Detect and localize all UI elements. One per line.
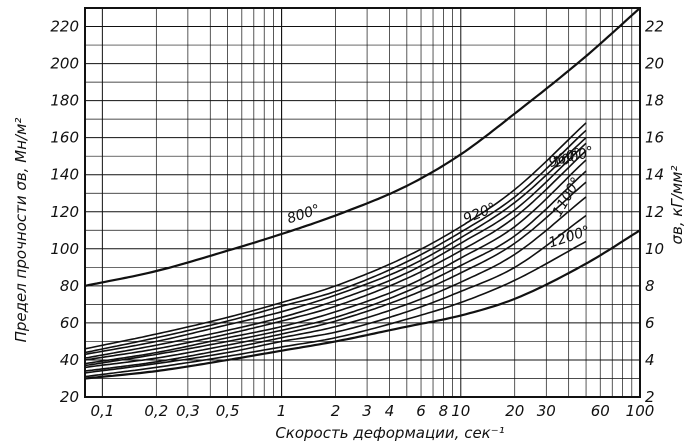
series-curve [84,181,587,369]
series-curve [84,7,641,287]
series-curve [84,240,587,378]
x-tick-label: 10 [451,402,470,420]
series-curve [84,142,587,359]
y2-tick-label: 4 [645,351,655,369]
y-axis-title: Предел прочности σв, Мн/м² [12,118,30,343]
series-curve [84,196,587,372]
x-tick-label: 6 [416,402,426,420]
y-tick-label: 60 [60,314,79,332]
y-tick-label: 200 [50,55,79,73]
series-label: 800° [285,202,322,228]
x-tick-label: 0,3 [176,402,200,420]
series-curve [84,214,587,374]
x-tick-label: 30 [537,402,556,420]
y2-tick-label: 16 [645,129,664,147]
y2-tick-label: 18 [645,92,664,110]
x-tick-label: 4 [385,402,395,420]
series-curve [84,229,641,380]
y-tick-label: 80 [60,277,79,295]
series-label: 920° [461,200,498,227]
tick-labels: 2040608010012014016018020022024681012141… [50,18,664,420]
series-curve [84,159,587,365]
y-tick-label: 20 [60,388,79,406]
y2-tick-label: 2 [645,388,655,406]
y2-tick-label: 8 [645,277,655,295]
y2-tick-label: 22 [645,18,664,36]
y-tick-label: 180 [50,92,79,110]
x-tick-label: 1 [277,402,287,420]
x-axis-title: Скорость деформации, сек⁻¹ [275,424,504,442]
series-curve [84,129,587,354]
y-tick-label: 40 [60,351,79,369]
y2-tick-label: 14 [645,166,664,184]
y2-tick-label: 12 [645,203,664,221]
y-tick-label: 160 [50,129,79,147]
x-tick-label: 20 [505,402,524,420]
x-tick-label: 2 [331,402,341,420]
series-curve [84,122,587,350]
series-labels: 800° 920°960°1000°1100°1200° [285,143,596,251]
x-tick-label: 3 [362,402,372,420]
y2-tick-label: 6 [645,314,655,332]
series-curve [84,150,587,361]
x-tick-label: 0,2 [144,402,168,420]
x-tick-label: 100 [626,402,655,420]
x-tick-label: 0,5 [216,402,240,420]
y2-tick-label: 10 [645,240,664,258]
series-curve [84,137,587,356]
data-curves [84,7,641,380]
series-curve [84,170,587,367]
y-tick-label: 140 [50,166,79,184]
y-tick-label: 100 [50,240,79,258]
x-tick-label: 60 [591,402,610,420]
x-tick-label: 8 [439,402,449,420]
y-tick-label: 120 [50,203,79,221]
plot-frame [84,7,641,398]
y-tick-label: 220 [50,18,79,36]
y2-axis-title: σв, кГ/мм² [668,166,686,245]
y2-tick-label: 20 [645,55,664,73]
x-tick-label: 0,1 [90,402,114,420]
